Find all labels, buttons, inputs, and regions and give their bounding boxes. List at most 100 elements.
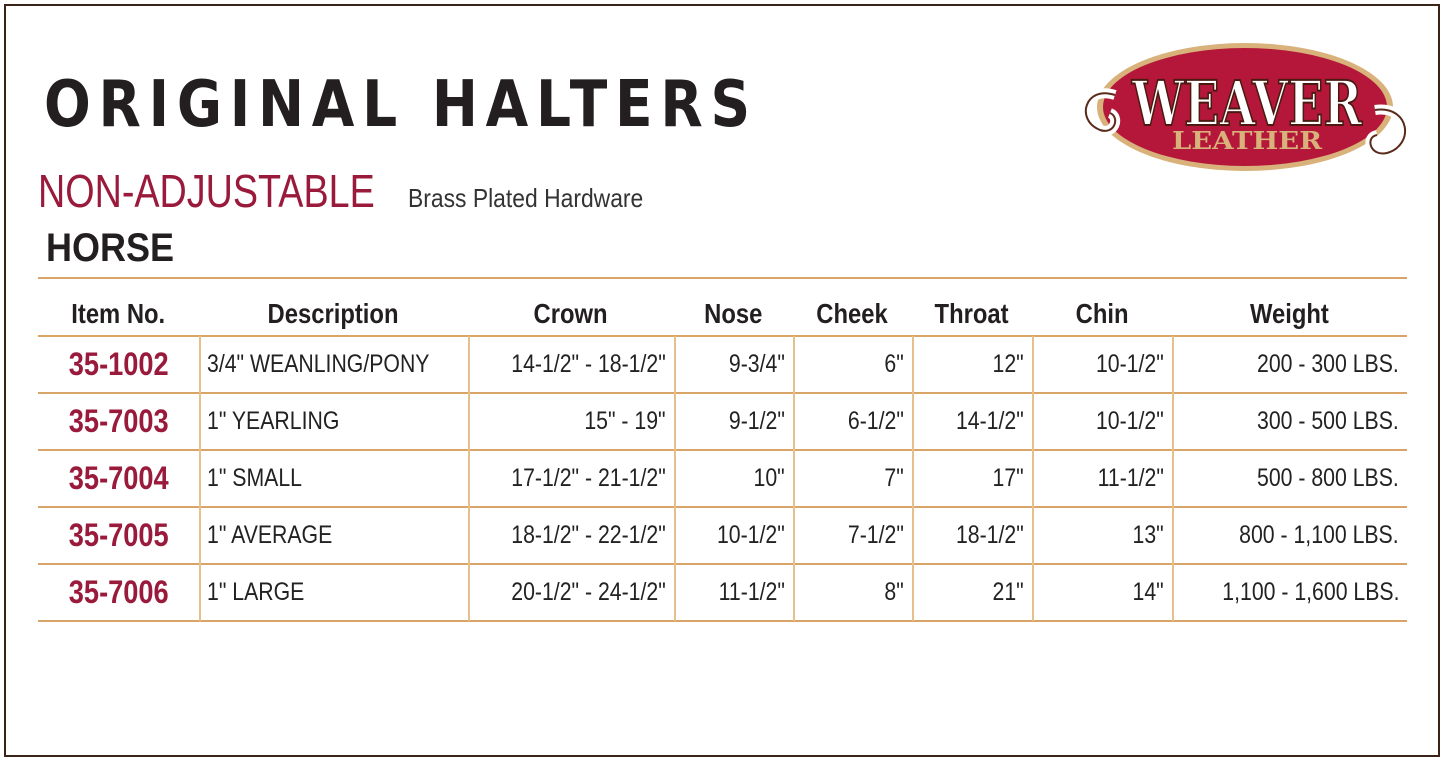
cell-throat: 12" [912,336,1024,393]
row-rule [38,620,1407,622]
cell-throat-text: 14-1/2" [956,407,1024,435]
cell-description: 3/4" WEANLING/PONY [207,336,468,393]
column-divider [199,336,201,621]
cell-throat-text: 17" [992,464,1024,492]
header-description: Description [199,285,468,342]
cell-nose: 10" [674,450,785,507]
cell-cheek: 6-1/2" [793,393,904,450]
cell-nose-text: 9-3/4" [729,350,785,378]
cell-chin-text: 10-1/2" [1096,350,1164,378]
cell-item-no-text: 35-7003 [68,403,169,439]
cell-weight: 1,100 - 1,600 LBS. [1172,564,1399,621]
cell-throat: 17" [912,450,1024,507]
column-divider [674,336,676,621]
cell-cheek-text: 7-1/2" [848,521,904,549]
svg-text:WEAVER: WEAVER [1131,67,1362,140]
cell-weight-text: 300 - 500 LBS. [1257,407,1399,435]
cell-crown: 17-1/2" - 21-1/2" [468,450,666,507]
cell-crown: 14-1/2" - 18-1/2" [468,336,666,393]
column-divider [1172,336,1174,621]
header-weight: Weight [1172,285,1407,342]
cell-crown-text: 18-1/2" - 22-1/2" [511,521,666,549]
header-item-no: Item No. [38,285,199,342]
cell-chin: 10-1/2" [1032,336,1164,393]
cell-cheek-text: 7" [884,464,904,492]
cell-crown-text: 17-1/2" - 21-1/2" [511,464,666,492]
cell-description: 1" SMALL [207,450,468,507]
cell-throat-text: 12" [992,350,1024,378]
cell-chin-text: 11-1/2" [1097,464,1164,492]
cell-weight: 200 - 300 LBS. [1172,336,1399,393]
row-rule [38,449,1407,451]
cell-crown: 18-1/2" - 22-1/2" [468,507,666,564]
header-throat: Throat [912,285,1032,342]
cell-weight: 800 - 1,100 LBS. [1172,507,1399,564]
cell-cheek: 7-1/2" [793,507,904,564]
column-divider [912,336,914,621]
cell-cheek-text: 6" [884,350,904,378]
cell-crown-text: 14-1/2" - 18-1/2" [511,350,666,378]
cell-cheek: 7" [793,450,904,507]
cell-throat: 14-1/2" [912,393,1024,450]
cell-cheek-text: 8" [884,578,904,606]
cell-description-text: 1" YEARLING [207,407,340,435]
cell-nose: 9-3/4" [674,336,785,393]
cell-chin-text: 14" [1132,578,1164,606]
cell-item-no: 35-7003 [38,393,199,450]
table-rule [38,335,1407,337]
cell-item-no-text: 35-7004 [68,460,169,496]
cell-item-no-text: 35-7006 [68,574,169,610]
page-title: ORIGINAL HALTERS [44,68,758,142]
cell-throat-text: 18-1/2" [956,521,1024,549]
cell-nose: 11-1/2" [674,564,785,621]
cell-weight-text: 1,100 - 1,600 LBS. [1221,578,1399,606]
svg-text:LEATHER: LEATHER [1172,126,1323,155]
header-crown-text: Crown [533,297,609,329]
header-nose: Nose [674,285,793,342]
cell-chin: 10-1/2" [1032,393,1164,450]
cell-item-no: 35-1002 [38,336,199,393]
cell-nose-text: 10" [753,464,785,492]
row-rule [38,392,1407,394]
cell-description-text: 1" LARGE [207,578,305,606]
subtitle-line: NON-ADJUSTABLE Brass Plated Hardware [38,164,675,218]
hardware-note: Brass Plated Hardware [408,183,644,213]
header-description-text: Description [268,297,399,329]
row-rule [38,506,1407,508]
cell-item-no: 35-7006 [38,564,199,621]
cell-weight-text: 200 - 300 LBS. [1257,350,1399,378]
cell-throat-text: 21" [992,578,1024,606]
cell-description-text: 1" SMALL [207,464,302,492]
cell-description: 1" AVERAGE [207,507,468,564]
cell-item-no-text: 35-7005 [68,517,169,553]
cell-description: 1" LARGE [207,564,468,621]
column-divider [793,336,795,621]
cell-nose-text: 11-1/2" [718,578,785,606]
cell-item-no: 35-7004 [38,450,199,507]
cell-nose: 10-1/2" [674,507,785,564]
section-heading: HORSE [46,226,175,270]
table-rule [38,277,1407,279]
cell-description: 1" YEARLING [207,393,468,450]
cell-item-no-text: 35-1002 [68,346,169,382]
cell-throat: 18-1/2" [912,507,1024,564]
row-rule [38,563,1407,565]
cell-crown-text: 20-1/2" - 24-1/2" [511,578,666,606]
header-nose-text: Nose [704,297,763,329]
header-item-no-text: Item No. [71,297,166,329]
cell-weight-text: 500 - 800 LBS. [1257,464,1399,492]
header-weight-text: Weight [1250,297,1329,329]
cell-crown: 20-1/2" - 24-1/2" [468,564,666,621]
cell-chin: 11-1/2" [1032,450,1164,507]
cell-crown-text: 15" - 19" [584,407,666,435]
cell-nose: 9-1/2" [674,393,785,450]
column-divider [1032,336,1034,621]
cell-weight: 500 - 800 LBS. [1172,450,1399,507]
cell-cheek: 6" [793,336,904,393]
cell-chin: 13" [1032,507,1164,564]
cell-chin-text: 10-1/2" [1096,407,1164,435]
cell-throat: 21" [912,564,1024,621]
column-divider [468,336,470,621]
cell-cheek: 8" [793,564,904,621]
cell-weight: 300 - 500 LBS. [1172,393,1399,450]
